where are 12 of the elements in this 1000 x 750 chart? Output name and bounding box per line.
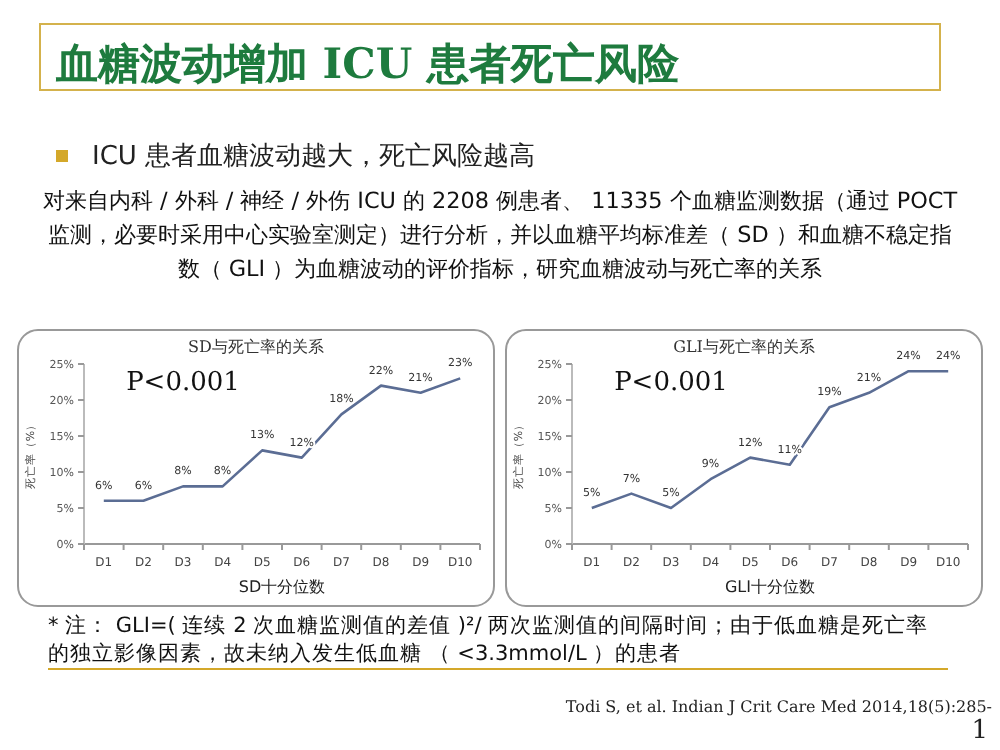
text: 血糖波动增加 ICU 患者死亡风险: [56, 36, 679, 92]
chart-title: SD与死亡率的关系: [188, 338, 324, 356]
chart-title: GLI与死亡率的关系: [673, 338, 815, 356]
text: * 注： GLI=( 连续 2 次血糖监测值的差值 )²/ 两次监测值的间隔时间；由于低血糖是死亡率的独立影像因素，故未纳入发生低血糖 （ <3.3mmol/L ）的患者: [48, 612, 948, 670]
x-axis-title: GLI十分位数: [724, 578, 816, 596]
annotation: P<0.001: [126, 368, 240, 398]
text: 1: [971, 716, 988, 746]
text: Todi S, et al. Indian J Crit Care Med 2014,18(5):285-: [565, 698, 992, 716]
x-axis-title: SD十分位数: [238, 578, 326, 596]
annotation: P<0.001: [614, 368, 728, 398]
text: 对来自内科 / 外科 / 神经 / 外伤 ICU 的 2208 例患者、 11335 个血糖监测数据（通过 POCT 监测，必要时采用中心实验室测定）进行分析，并以血糖平均标准差（ SD ）和血糖不稳定指数（ GLI ）为血糖波动的评价指标，研究血糖波动与死亡率的关系: [40, 186, 960, 286]
text: ICU 患者血糖波动越大，死亡风险越高: [92, 140, 536, 174]
